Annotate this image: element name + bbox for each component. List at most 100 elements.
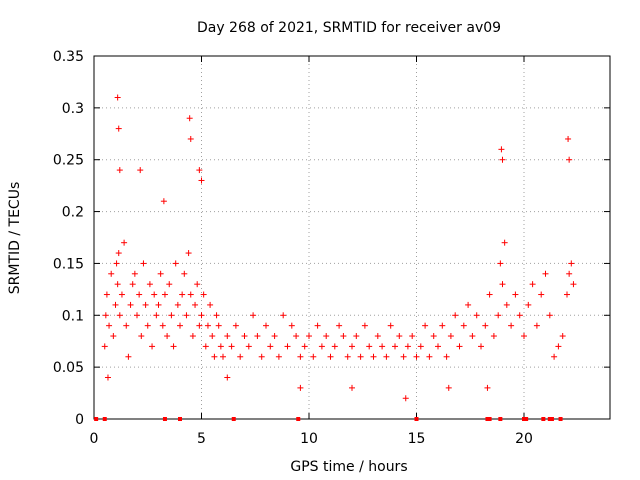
data-point	[452, 312, 459, 319]
data-point	[293, 333, 300, 340]
data-point	[116, 312, 123, 319]
zero-marker	[102, 417, 107, 421]
data-point	[112, 301, 119, 308]
data-point	[106, 322, 113, 329]
data-point	[529, 281, 536, 288]
zero-marker	[547, 417, 552, 421]
y-tick-label: 0.3	[62, 101, 84, 117]
data-point	[185, 250, 192, 257]
data-point	[426, 353, 433, 360]
data-point	[113, 260, 120, 267]
data-point	[263, 322, 269, 329]
data-point	[439, 322, 446, 329]
y-tick-label: 0.2	[62, 205, 84, 221]
data-point	[140, 260, 147, 267]
data-point	[192, 301, 199, 308]
zero-marker	[94, 417, 99, 421]
data-point	[204, 322, 211, 329]
data-point	[516, 312, 523, 319]
data-point	[209, 333, 216, 340]
data-point	[131, 270, 138, 277]
data-point	[220, 353, 226, 360]
data-point	[469, 333, 476, 340]
data-point	[566, 270, 573, 277]
data-point	[228, 343, 235, 350]
data-point	[198, 177, 205, 184]
data-point	[422, 322, 429, 329]
data-point	[136, 291, 143, 298]
data-point	[353, 333, 360, 340]
data-point	[196, 167, 203, 174]
data-point	[288, 322, 295, 329]
data-point	[484, 384, 491, 391]
data-point	[314, 322, 321, 329]
data-point	[503, 301, 510, 308]
data-point	[125, 353, 132, 360]
data-point	[570, 281, 577, 288]
data-point	[387, 322, 394, 329]
data-points	[101, 94, 577, 402]
data-point	[396, 333, 403, 340]
grid	[94, 56, 610, 419]
data-point	[121, 239, 128, 246]
data-point	[482, 322, 489, 329]
data-point	[108, 270, 115, 277]
y-tick-label: 0.05	[53, 360, 84, 376]
data-point	[137, 167, 144, 174]
data-point	[490, 333, 497, 340]
zero-markers	[94, 417, 563, 421]
data-point	[118, 291, 125, 298]
data-point	[366, 343, 373, 350]
data-point	[114, 281, 121, 288]
data-point	[103, 291, 110, 298]
data-point	[473, 312, 480, 319]
data-point	[123, 322, 130, 329]
data-point	[344, 353, 351, 360]
y-tick-label: 0.25	[53, 153, 84, 169]
data-point	[215, 322, 222, 329]
x-tick-label: 15	[408, 431, 426, 447]
data-point	[370, 353, 377, 360]
data-point	[402, 395, 409, 402]
data-point	[142, 301, 149, 308]
data-point	[566, 156, 573, 163]
data-point	[546, 312, 553, 319]
data-point	[211, 353, 218, 360]
data-point	[379, 343, 386, 350]
data-point	[349, 343, 355, 350]
data-point	[179, 291, 186, 298]
data-point	[129, 281, 136, 288]
x-tick-label: 5	[197, 431, 206, 447]
data-point	[478, 343, 484, 350]
data-point	[498, 146, 505, 153]
x-tick-label: 0	[90, 431, 99, 447]
data-point	[447, 333, 454, 340]
data-point	[525, 301, 532, 308]
data-point	[200, 291, 207, 298]
data-point	[166, 281, 173, 288]
data-point	[138, 333, 145, 340]
data-point	[213, 312, 220, 319]
data-point	[512, 291, 519, 298]
data-point	[400, 353, 407, 360]
data-point	[297, 384, 304, 391]
zero-marker	[541, 417, 546, 421]
data-point	[102, 312, 109, 319]
data-point	[413, 353, 420, 360]
zero-marker	[414, 417, 419, 421]
data-point	[149, 343, 156, 350]
data-point	[104, 374, 111, 381]
zero-marker	[522, 417, 526, 421]
data-point	[409, 333, 416, 340]
data-point	[241, 333, 248, 340]
data-point	[146, 281, 153, 288]
data-point	[559, 333, 566, 340]
data-point	[164, 333, 171, 340]
data-point	[198, 312, 205, 319]
data-point	[404, 343, 411, 350]
data-point	[486, 291, 493, 298]
data-point	[271, 333, 278, 340]
data-point	[194, 281, 201, 288]
data-point	[301, 343, 308, 350]
data-point	[161, 291, 168, 298]
